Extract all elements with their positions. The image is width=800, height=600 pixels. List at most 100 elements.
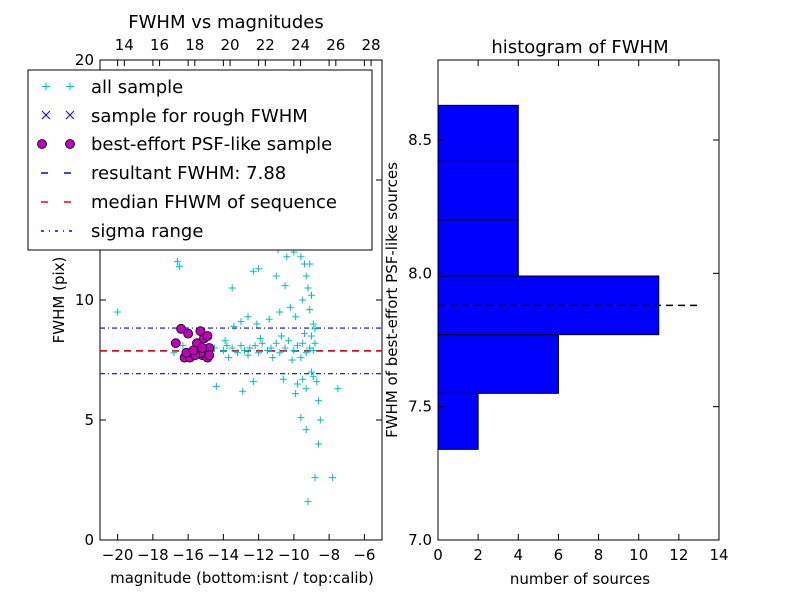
all-sample-point: [114, 308, 122, 316]
histogram-bar: [437, 160, 519, 221]
all-sample-point: [315, 440, 323, 448]
right-x-tick-label: 8: [594, 546, 604, 564]
all-sample-point: [302, 349, 310, 357]
left-y-axis-label: FWHM (pix): [50, 257, 68, 344]
left-y-tick-label: 20: [75, 51, 94, 69]
left-chart-title: FWHM vs magnitudes: [128, 12, 323, 33]
left-top-tick-label: 28: [362, 36, 381, 54]
left-reference-lines: [100, 327, 382, 375]
left-x-tick-label: −8: [318, 546, 340, 564]
histogram-bar: [437, 392, 479, 450]
all-sample-point: [316, 416, 324, 424]
best-sample-point: [202, 331, 213, 341]
all-sample-point: [286, 303, 294, 311]
all-sample-point: [283, 253, 291, 261]
right-x-tick-label: 12: [669, 546, 688, 564]
all-sample-point: [279, 375, 287, 383]
right-x-tick-label: 4: [514, 546, 524, 564]
legend-label-all-sample: all sample: [91, 77, 183, 98]
all-sample-point: [309, 320, 317, 328]
right-x-tick-label: 0: [433, 546, 443, 564]
all-sample-point: [281, 282, 289, 290]
all-sample-point: [174, 258, 182, 266]
right-y-tick-label: 8.5: [408, 131, 432, 149]
left-x-tick-label: −18: [137, 546, 169, 564]
right-axis-ticks: 0 2 4 6 8 10 12 14 7.0 7.5 8.0 8.5: [408, 60, 729, 564]
histogram-bars: [437, 104, 699, 450]
all-sample-point: [309, 346, 317, 354]
all-sample-point: [175, 262, 183, 270]
all-sample-point: [308, 291, 315, 299]
all-sample-point: [308, 368, 315, 376]
histogram-bar: [437, 104, 519, 162]
best-sample-point: [188, 345, 199, 356]
all-sample-point: [272, 339, 280, 347]
all-sample-point: [255, 265, 263, 273]
all-sample-point: [306, 306, 314, 314]
left-data-points: [114, 224, 342, 506]
all-sample-point: [267, 344, 275, 352]
right-x-tick-label: 14: [709, 546, 728, 564]
all-sample-point: [297, 354, 305, 362]
all-sample-point: [292, 390, 300, 398]
all-sample-point: [306, 260, 314, 268]
all-sample-point: [302, 272, 310, 280]
all-sample-point: [263, 346, 271, 354]
all-sample-point: [297, 414, 305, 422]
all-sample-point: [249, 378, 257, 386]
left-x-tick-label: −14: [208, 546, 240, 564]
all-sample-point: [237, 342, 245, 350]
left-x-tick-label: −16: [172, 546, 204, 564]
right-x-tick-label: 10: [629, 546, 648, 564]
all-sample-point: [233, 349, 241, 357]
all-sample-point: [285, 337, 293, 345]
left-top-tick-label: 22: [256, 36, 275, 54]
all-sample-point: [170, 349, 178, 357]
left-x-tick-label: −10: [278, 546, 310, 564]
all-sample-point: [334, 385, 342, 393]
legend-marker-rough-sample: [41, 110, 75, 120]
legend-label-median: median FHWM of sequence: [91, 192, 337, 213]
all-sample-point: [219, 346, 227, 354]
all-sample-point: [290, 346, 298, 354]
all-sample-point: [297, 253, 305, 261]
legend-marker-all-sample: [42, 82, 74, 91]
right-chart-title: histogram of FWHM: [491, 37, 668, 58]
all-sample-point: [237, 318, 245, 326]
right-x-tick-label: 2: [473, 546, 483, 564]
left-top-tick-label: 16: [150, 36, 169, 54]
all-sample-point: [276, 349, 284, 357]
left-x-tick-label: −12: [243, 546, 275, 564]
all-sample-point: [302, 426, 310, 434]
all-sample-point: [253, 320, 261, 328]
all-sample-point: [311, 325, 319, 333]
left-y-tick-label: 5: [84, 411, 94, 429]
left-panel-scatter: −20 −18 −16 −14 −12 −10 −8 −6 14 16 18 20 22 24 26 28 0 5…: [50, 12, 383, 587]
right-y-tick-label: 7.0: [408, 531, 432, 549]
legend-box: [27, 69, 373, 251]
best-sample-point: [170, 338, 181, 349]
all-sample-point: [244, 313, 252, 321]
all-sample-point: [212, 382, 220, 390]
legend: all sample sample for rough FWHM best-ef…: [27, 69, 373, 251]
all-sample-point: [230, 322, 238, 330]
all-sample-point: [251, 342, 259, 350]
all-sample-point: [308, 332, 315, 340]
left-top-tick-label: 24: [291, 36, 310, 54]
all-sample-point: [293, 342, 301, 350]
right-y-axis-label: FWHM of best-effort PSF-like sources: [383, 162, 401, 438]
legend-label-resultant-fwhm: resultant FWHM: 7.88: [91, 163, 286, 184]
all-sample-point: [315, 397, 323, 405]
all-sample-point: [272, 272, 280, 280]
all-sample-point: [278, 332, 286, 340]
all-sample-point: [228, 284, 236, 292]
all-sample-point: [281, 344, 289, 352]
all-sample-point: [292, 313, 300, 321]
left-x-tick-label: −20: [102, 546, 134, 564]
right-plot-frame: [437, 59, 720, 541]
right-x-axis-label: number of sources: [510, 570, 650, 588]
right-y-tick-label: 7.5: [408, 398, 432, 416]
all-sample-point: [255, 349, 263, 357]
left-axis-ticks: −20 −18 −16 −14 −12 −10 −8 −6 14 16 18 20 22 24 26 28 0 5…: [75, 36, 382, 564]
